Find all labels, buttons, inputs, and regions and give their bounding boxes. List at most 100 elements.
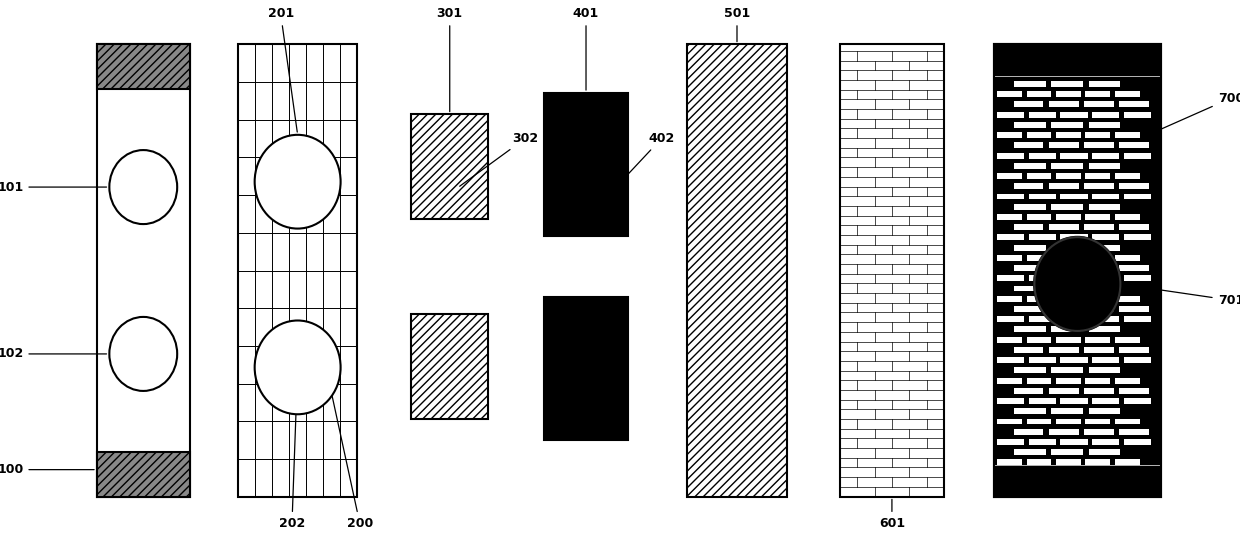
Bar [997,153,1024,159]
Bar [1056,132,1081,138]
Bar [1089,204,1121,210]
Bar [1027,337,1052,342]
Bar [997,398,1024,404]
Bar [1052,81,1083,87]
Bar [997,357,1024,363]
Bar [1027,255,1052,261]
Bar [1084,102,1114,108]
Bar [997,234,1024,240]
Bar [1014,102,1044,108]
Bar [997,378,1022,384]
Bar [1060,112,1087,117]
Bar [1084,183,1114,189]
Text: 701: 701 [1123,285,1240,307]
Bar [1120,102,1148,108]
Bar [1049,388,1079,394]
Bar [1027,459,1052,465]
Bar [1027,173,1052,179]
Text: 202: 202 [279,370,305,530]
Bar [1115,296,1140,302]
Bar [1123,357,1151,363]
Bar [997,459,1022,465]
Bar [997,194,1024,200]
Bar [1060,234,1087,240]
Bar [1056,459,1081,465]
Bar [1056,255,1081,261]
Bar [1060,275,1087,281]
Bar [1014,265,1044,271]
Bar [1014,428,1044,434]
Bar [1120,428,1148,434]
Bar [1060,316,1087,322]
Bar [412,314,489,419]
Bar [993,44,1161,497]
Text: 401: 401 [573,7,599,90]
Bar [997,255,1022,261]
Bar [1052,122,1083,128]
Bar [1089,81,1121,87]
Bar [1052,367,1083,373]
Bar [1115,214,1140,220]
Bar [1115,91,1140,97]
Ellipse shape [109,317,177,391]
Bar [1014,408,1045,414]
Bar [1092,194,1120,200]
Bar [1014,224,1044,230]
Bar [1014,163,1045,169]
Bar [997,91,1022,97]
Bar [1085,255,1110,261]
Bar [1056,337,1081,342]
Bar [1084,265,1114,271]
Ellipse shape [254,320,341,414]
Bar [1052,326,1083,332]
Bar [997,337,1022,342]
Bar [1029,194,1056,200]
Bar [1056,214,1081,220]
Text: 201: 201 [268,7,298,132]
Bar [1115,378,1140,384]
Ellipse shape [254,135,341,228]
Bar [839,44,944,497]
Bar [543,298,629,440]
Bar [1085,419,1110,425]
Bar [997,112,1024,117]
Bar [1092,357,1120,363]
Bar [412,114,489,219]
Bar [1060,398,1087,404]
Bar [1123,112,1151,117]
Bar [1085,214,1110,220]
Bar [1052,408,1083,414]
Bar [1014,367,1045,373]
Bar [1084,388,1114,394]
Bar [1115,132,1140,138]
Bar [1115,173,1140,179]
Bar [1014,326,1045,332]
Bar [1123,398,1151,404]
Bar [1056,378,1081,384]
Bar [997,316,1024,322]
Bar [1014,122,1045,128]
Bar [1120,306,1148,312]
Bar [1060,153,1087,159]
Bar [993,44,1161,497]
Bar [1092,439,1120,445]
Bar [1084,428,1114,434]
Bar [1115,255,1140,261]
Bar [1029,112,1056,117]
Bar [1123,153,1151,159]
Bar [1092,234,1120,240]
Bar [997,419,1022,425]
Bar [1123,439,1151,445]
Bar [1014,183,1044,189]
Bar [997,439,1024,445]
Bar [1027,296,1052,302]
Bar [1014,245,1045,250]
Bar [1085,296,1110,302]
Bar [1049,265,1079,271]
Bar [1089,286,1121,292]
Bar [1029,398,1056,404]
Bar [1014,81,1045,87]
Bar [1056,91,1081,97]
Text: 301: 301 [436,7,463,111]
Bar [1027,378,1052,384]
